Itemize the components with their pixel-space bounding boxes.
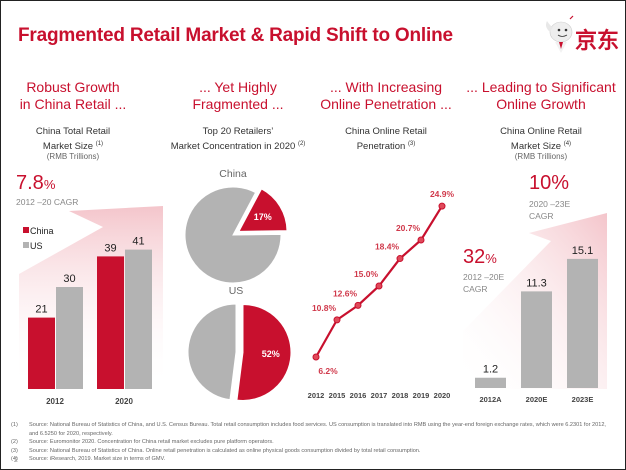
bar-value-label: 39 <box>104 242 116 254</box>
x-tick-label: 2020 <box>434 391 451 400</box>
pie-slice <box>236 303 292 401</box>
bar-china-2012 <box>28 317 55 389</box>
online-cagr-2-value: 10% <box>529 172 570 194</box>
pie-slice-label: 17% <box>254 212 272 222</box>
footnote: (1) Source: National Bureau of Statistics… <box>11 422 606 437</box>
x-tick-label: 2020 <box>115 397 133 406</box>
line-value-label: 24.9% <box>430 189 455 199</box>
subtitle-penetration: China Online Retail Penetration (3) <box>345 126 427 153</box>
bar-value-label: 21 <box>35 304 47 316</box>
bar-china-2020 <box>97 256 124 389</box>
bar-2012A <box>475 377 506 388</box>
bar-2020E <box>521 291 552 388</box>
x-tick-label: 2012A <box>479 395 502 404</box>
footnote: (3) Source: National Bureau of Statistics… <box>11 447 421 454</box>
jd-mascot-logo <box>546 15 574 53</box>
line-point <box>312 353 320 361</box>
line-value-label: 18.4% <box>375 242 400 252</box>
bar-value-label: 1.2 <box>483 364 498 376</box>
legend-swatch-china <box>23 227 29 233</box>
unit-online-size: (RMB Trillions) <box>514 152 568 161</box>
subtitle-retail-size: China Total Retail Market Size (1) <box>35 126 111 153</box>
online-cagr-2-label: 2020 –23E CAGR <box>529 199 571 221</box>
line-value-label: 10.8% <box>312 303 337 313</box>
line-point <box>438 202 446 210</box>
line-value-label: 6.2% <box>318 366 338 376</box>
subtitle-online-size: China Online Retail Market Size (4) <box>500 126 582 153</box>
pie-slice <box>238 188 288 232</box>
line-value-label: 20.7% <box>396 223 421 233</box>
heading-online-growth: ... Leading to Significant Online Growth <box>466 79 616 112</box>
line-point <box>375 282 383 290</box>
online-cagr-1-label: 2012 –20E CAGR <box>463 272 505 294</box>
page-number: 2 <box>14 457 18 464</box>
pie-slice <box>187 303 237 401</box>
x-tick-label: 2023E <box>572 395 594 404</box>
pie-slice-label: 52% <box>262 349 280 359</box>
bar-value-label: 41 <box>132 236 144 248</box>
line-point <box>396 255 404 263</box>
pie-slice <box>184 186 282 284</box>
x-tick-label: 2020E <box>526 395 548 404</box>
bar-2023E <box>567 258 598 388</box>
footnote: (4) Source: iResearch, 2019. Market size … <box>11 456 166 463</box>
bar-value-label: 11.3 <box>526 277 547 289</box>
x-tick-label: 2016 <box>350 391 367 400</box>
line-value-label: 12.6% <box>333 288 358 298</box>
legend-swatch-us <box>23 242 29 248</box>
online-cagr-1-value: 32% <box>463 246 497 268</box>
line-value-label: 15.0% <box>354 269 379 279</box>
x-tick-label: 2012 <box>46 397 64 406</box>
legend-label: China <box>30 226 54 236</box>
penetration-line <box>315 205 443 358</box>
x-tick-label: 2018 <box>392 391 409 400</box>
bar-value-label: 30 <box>63 273 75 285</box>
footnote: (2) Source: Euromonitor 2020. Concentrati… <box>11 439 274 446</box>
subtitle-concentration: Top 20 Retailers’ Market Concentration in… <box>170 126 306 153</box>
retail-cagr-value: 7.8% <box>16 172 56 194</box>
x-tick-label: 2017 <box>371 391 388 400</box>
line-point <box>417 236 425 244</box>
line-point <box>333 316 341 324</box>
x-tick-label: 2015 <box>329 391 346 400</box>
x-tick-label: 2019 <box>413 391 430 400</box>
legend-label: US <box>30 241 43 251</box>
line-point <box>354 301 362 309</box>
pie-title: US <box>229 285 244 297</box>
x-tick-label: 2012 <box>308 391 325 400</box>
bar-value-label: 15.1 <box>572 245 593 257</box>
heading-fragmented: ... Yet Highly Fragmented ... <box>192 79 284 112</box>
jd-logo-text: 京东 <box>575 29 620 54</box>
heading-retail-growth: Robust Growth in China Retail ... <box>19 79 127 112</box>
retail-cagr-label: 2012 –20 CAGR <box>16 197 79 207</box>
charts-canvas: 21 30 2012 39 41 2020 China US China 17% US 52% 6.2%… <box>19 168 607 406</box>
bar-us-2012 <box>56 287 83 389</box>
unit-retail-size: (RMB Trillions) <box>46 152 100 161</box>
slide-title: Fragmented Retail Market & Rapid Shift t… <box>18 25 453 46</box>
pie-title: China <box>219 168 247 180</box>
footnotes: (1) Source: National Bureau of Statistics… <box>11 421 611 464</box>
bar-us-2020 <box>125 249 152 389</box>
heading-online-penetration: ... With Increasing Online Penetration ..… <box>320 79 452 112</box>
